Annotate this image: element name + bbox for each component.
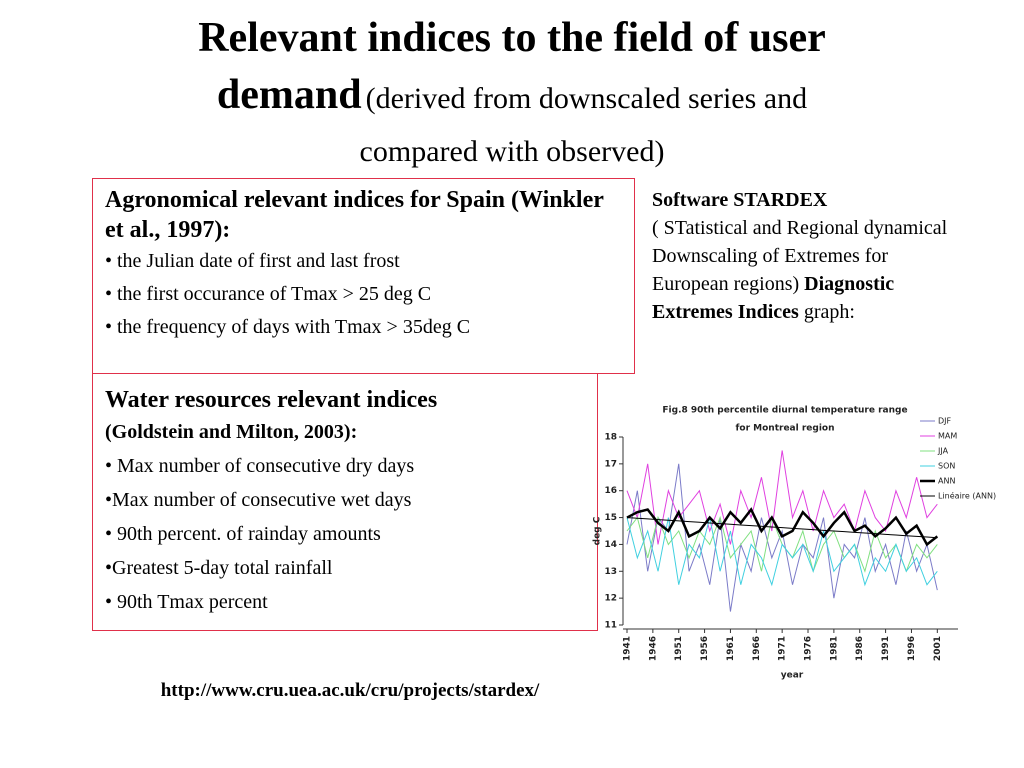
- side-text-part: ( STatistical and Regional dynamical Dow…: [652, 217, 948, 295]
- box-heading: Water resources relevant indices: [105, 387, 438, 413]
- x-tick-label: 1996: [907, 636, 917, 661]
- title-line: Relevant indices to the field of user: [198, 15, 826, 61]
- slide-title: Relevant indices to the field of user de…: [40, 14, 984, 181]
- legend-label: SON: [938, 462, 955, 471]
- bullet: • 90th Tmax percent: [105, 591, 268, 613]
- y-tick-label: 11: [604, 621, 617, 631]
- bullet: • 90th percent. of rainday amounts: [105, 523, 381, 545]
- y-tick-label: 18: [604, 433, 617, 443]
- y-tick-label: 12: [604, 594, 617, 604]
- series-line: [626, 463, 938, 612]
- legend-label: Linéaire (ANN): [938, 491, 996, 501]
- legend-label: ANN: [938, 477, 955, 486]
- water-box: Water resources relevant indices (Goldst…: [92, 373, 598, 631]
- x-tick-label: 1971: [778, 636, 788, 661]
- bullet: • Max number of consecutive dry days: [105, 455, 415, 477]
- x-tick-label: 2001: [933, 636, 943, 661]
- series-line: [626, 507, 939, 547]
- bullet: •Max number of consecutive wet days: [105, 489, 412, 511]
- x-tick-label: 1991: [881, 636, 891, 661]
- series-line: [626, 517, 938, 539]
- x-tick-label: 1941: [623, 636, 633, 661]
- x-tick-label: 1956: [700, 636, 710, 661]
- chart-title: Fig.8 90th percentile diurnal temperatur…: [662, 406, 907, 416]
- legend-label: MAM: [938, 432, 957, 441]
- title-rest: (derived from downscaled series and: [365, 82, 808, 115]
- x-tick-label: 1946: [648, 636, 658, 661]
- side-text: Software STARDEX ( STatistical and Region…: [652, 186, 962, 326]
- y-tick-label: 15: [604, 513, 617, 523]
- series-line: [626, 450, 938, 545]
- chart: Fig.8 90th percentile diurnal temperatur…: [593, 406, 997, 681]
- x-tick-label: 1981: [829, 636, 839, 661]
- url: http://www.cru.uea.ac.uk/cru/projects/st…: [160, 680, 540, 701]
- x-tick-label: 1951: [674, 636, 684, 661]
- legend-label: JJA: [937, 447, 949, 456]
- bullet: • the frequency of days with Tmax > 35de…: [105, 316, 471, 338]
- title-line: compared with observed): [359, 135, 665, 168]
- x-tick-label: 1966: [752, 636, 762, 661]
- x-tick-label: 1986: [855, 636, 865, 661]
- chart-subtitle: for Montreal region: [735, 424, 834, 434]
- series-line: [626, 517, 938, 587]
- agronomic-box: Agronomical relevant indices for Spain (…: [92, 178, 635, 374]
- y-tick-label: 14: [604, 540, 617, 550]
- y-tick-label: 13: [604, 567, 617, 577]
- bullet: • the first occurance of Tmax > 25 deg C: [105, 283, 432, 305]
- legend-label: DJF: [938, 417, 952, 426]
- y-axis-label: deg C: [593, 516, 603, 545]
- box-subheading: (Goldstein and Milton, 2003):: [105, 421, 358, 443]
- bullet: •Greatest 5-day total rainfall: [105, 557, 333, 579]
- x-axis-label: year: [781, 671, 804, 681]
- side-bold: Software STARDEX: [652, 189, 828, 211]
- x-tick-label: 1976: [804, 636, 814, 661]
- side-text-part: graph:: [798, 301, 855, 323]
- x-tick-label: 1961: [726, 636, 736, 661]
- side-bold: Diagnostic Extremes Indices: [652, 273, 895, 323]
- y-tick-label: 16: [604, 486, 617, 496]
- title-bold: demand: [216, 72, 362, 118]
- box-heading: Agronomical relevant indices for Spain (…: [105, 187, 604, 243]
- y-tick-label: 17: [604, 459, 617, 469]
- bullet: • the Julian date of first and last fros…: [105, 250, 400, 272]
